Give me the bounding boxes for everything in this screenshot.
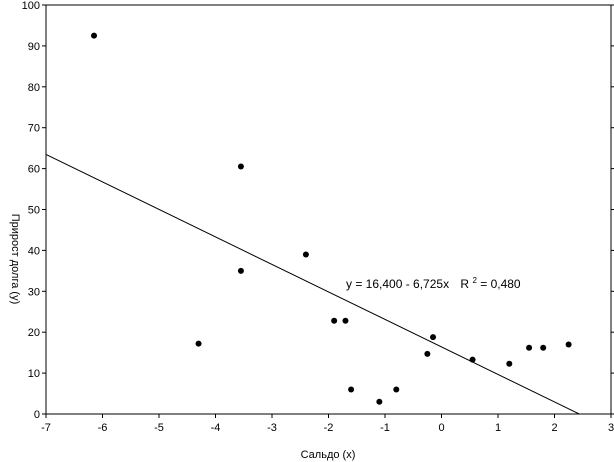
y-tick-label: 40 [28, 245, 40, 257]
r-squared-label: R [460, 277, 469, 291]
data-point [393, 386, 400, 393]
data-point [237, 163, 244, 170]
data-point [469, 356, 476, 363]
data-point [195, 340, 202, 347]
y-tick-label: 30 [28, 286, 40, 298]
y-tick-label: 70 [28, 123, 40, 135]
y-tick-label: 10 [28, 368, 40, 380]
y-tick-label: 60 [28, 164, 40, 176]
regression-line-group [46, 153, 581, 414]
x-tick-label: -3 [267, 422, 277, 434]
regression-annotation: y = 16,400 - 6,725x R 2 = 0,480 [346, 272, 521, 291]
y-tick-label: 80 [28, 82, 40, 94]
data-point [526, 344, 533, 351]
y-tick-label: 0 [34, 409, 40, 421]
regression-equation: y = 16,400 - 6,725x [346, 277, 449, 291]
data-point [376, 398, 383, 405]
y-tick-label: 20 [28, 327, 40, 339]
r-squared-superscript: 2 [472, 276, 477, 285]
data-point [237, 267, 244, 274]
x-axis-title: Сальдо (x) [301, 449, 356, 461]
y-tick-label: 90 [28, 41, 40, 53]
x-tick-label: -4 [211, 422, 221, 434]
data-point [506, 360, 513, 367]
x-tick-label: 2 [551, 422, 557, 434]
r-squared-value: = 0,480 [480, 277, 521, 291]
y-axis-title: Прирост долга (y) [9, 214, 21, 304]
data-point [342, 317, 349, 324]
y-tick-label: 100 [22, 0, 40, 12]
x-tick-label: -5 [154, 422, 164, 434]
data-points [91, 32, 572, 405]
x-tick-label: -6 [98, 422, 108, 434]
x-tick-label: 0 [438, 422, 444, 434]
data-point [348, 386, 355, 393]
y-tick-label: 50 [28, 205, 40, 217]
data-point [91, 32, 98, 39]
data-point [565, 341, 572, 348]
regression-line [46, 153, 581, 414]
data-point [424, 350, 431, 357]
data-point [331, 317, 338, 324]
x-tick-label: -1 [380, 422, 390, 434]
data-point [430, 334, 437, 341]
plot-area [45, 4, 612, 415]
x-tick-label: -7 [41, 422, 51, 434]
data-point [302, 251, 309, 258]
x-tick-label: 3 [608, 422, 614, 434]
x-tick-label: -2 [324, 422, 334, 434]
x-tick-label: 1 [495, 422, 501, 434]
data-point [540, 344, 547, 351]
